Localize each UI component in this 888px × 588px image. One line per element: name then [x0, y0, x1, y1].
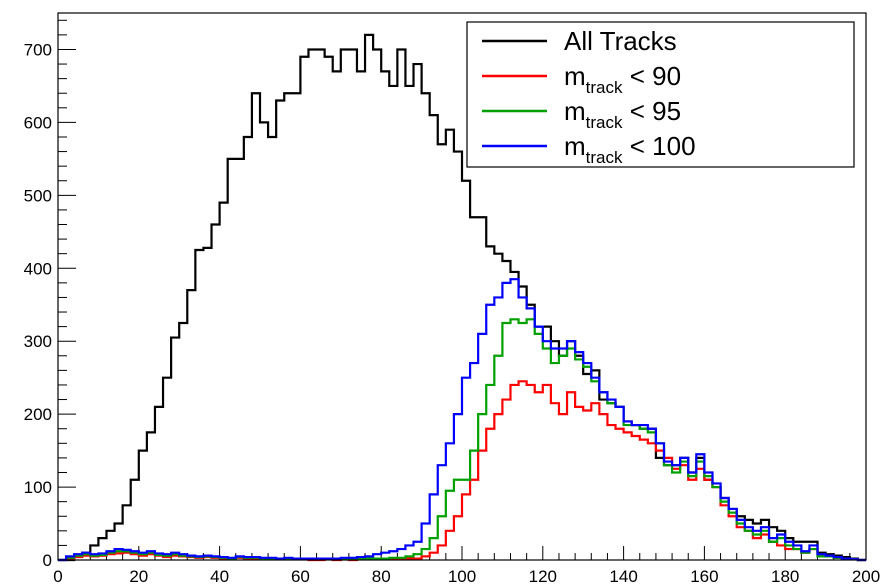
plot-frame — [57, 12, 867, 561]
x-tick-label: 200 — [852, 567, 880, 586]
y-tick-label: 700 — [24, 40, 52, 59]
y-tick-label: 400 — [24, 259, 52, 278]
x-tick-label: 100 — [448, 567, 476, 586]
legend-entry: mtrack < 100 — [564, 131, 696, 167]
series-layer — [58, 33, 866, 562]
legend-entry: All Tracks — [564, 26, 677, 56]
x-tick-label: 20 — [129, 567, 148, 586]
x-tick-label: 120 — [529, 567, 557, 586]
x-tick-label: 40 — [210, 567, 229, 586]
x-tick-label: 80 — [372, 567, 391, 586]
y-tick-label: 200 — [24, 405, 52, 424]
legend-entry: mtrack < 90 — [564, 61, 681, 97]
x-tick-label: 160 — [690, 567, 718, 586]
tick-layer: 0 20 40 60 80 100 120 140 160 180 200 0 100 200 300 400… — [24, 19, 880, 586]
series-line-3 — [58, 278, 866, 562]
legend-entry: mtrack < 95 — [564, 96, 681, 132]
y-tick-label: 300 — [24, 332, 52, 351]
y-tick-label: 0 — [43, 551, 52, 570]
x-tick-label: 0 — [53, 567, 62, 586]
x-tick-label: 140 — [609, 567, 637, 586]
y-tick-label: 600 — [24, 113, 52, 132]
legend-box — [466, 21, 855, 168]
x-tick-label: 60 — [291, 567, 310, 586]
x-tick-label: 180 — [771, 567, 799, 586]
y-tick-label: 100 — [24, 478, 52, 497]
y-tick-label: 500 — [24, 186, 52, 205]
